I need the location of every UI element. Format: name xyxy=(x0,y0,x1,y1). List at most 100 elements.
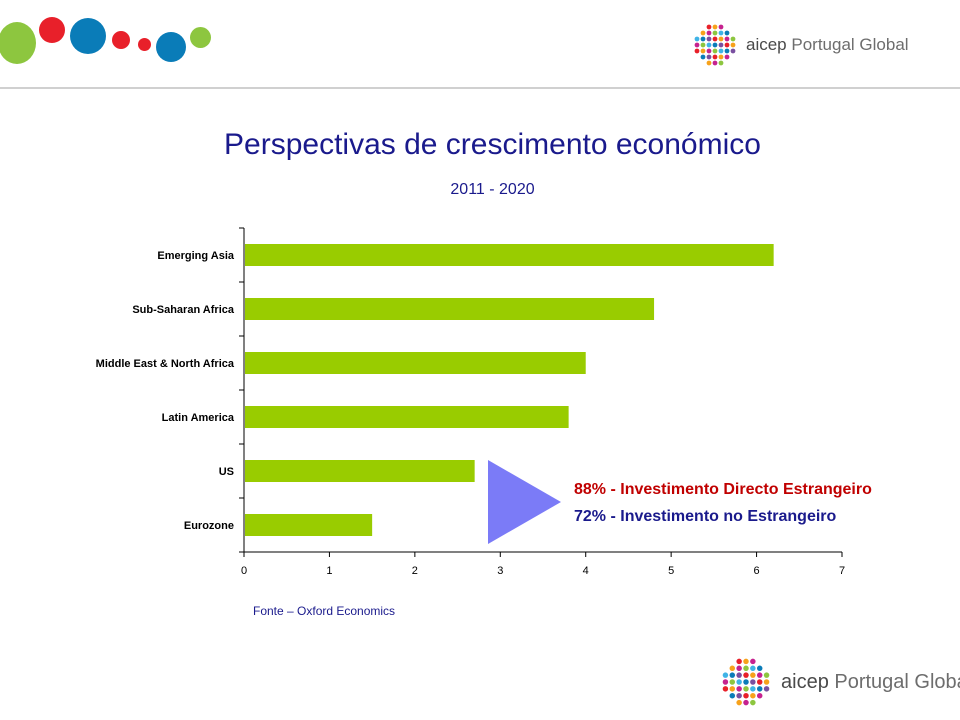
logo-name: Portugal Global xyxy=(834,670,960,693)
arrow-triangle-icon xyxy=(488,460,561,544)
logo-dot xyxy=(736,672,742,678)
logo-dot xyxy=(718,24,724,30)
category-label: Eurozone xyxy=(184,520,234,532)
bar xyxy=(245,352,586,374)
logo-text: aicep Portugal Global xyxy=(746,35,909,55)
bars xyxy=(245,244,774,536)
category-label: Latin America xyxy=(162,412,235,424)
bar xyxy=(245,514,373,536)
logo-mark-icon xyxy=(722,658,770,706)
logo-dot xyxy=(750,665,756,672)
category-label: Sub-Saharan Africa xyxy=(132,304,235,316)
logo-dot xyxy=(718,48,724,54)
logo-dot xyxy=(729,665,736,672)
logo-dot xyxy=(712,30,718,36)
logo-dot xyxy=(706,24,712,30)
bar xyxy=(245,406,569,428)
logo-dot xyxy=(722,679,729,685)
category-label: US xyxy=(219,466,234,478)
axes xyxy=(239,227,843,557)
logo-dot xyxy=(718,54,724,60)
logo-dot xyxy=(736,686,742,692)
decorative-dot xyxy=(39,17,65,43)
logo-dot xyxy=(706,60,712,66)
bar xyxy=(245,298,655,320)
logo-dot xyxy=(763,686,770,692)
logo-dot xyxy=(736,699,742,706)
decorative-dot xyxy=(112,31,130,49)
logo-prefix: aicep xyxy=(746,35,787,54)
logo-dot xyxy=(743,692,749,699)
category-label: Middle East & North Africa xyxy=(96,358,235,370)
logo-dot xyxy=(718,36,724,42)
decorative-dot xyxy=(70,18,106,54)
logo-dot xyxy=(750,692,756,699)
logo-dot xyxy=(730,42,736,48)
slide-subtitle: 2011 - 2020 xyxy=(450,181,535,198)
slide-title: Perspectivas de crescimento económico xyxy=(224,128,761,161)
logo-dot xyxy=(712,48,718,54)
decorative-dot xyxy=(190,27,211,48)
logo-dot xyxy=(712,42,718,48)
x-tick-label: 1 xyxy=(326,565,332,577)
logo-dot xyxy=(750,658,756,665)
logo-mark-icon xyxy=(694,24,736,66)
logo-dot xyxy=(736,679,742,685)
category-label: Emerging Asia xyxy=(157,250,234,262)
logo-dot xyxy=(694,42,700,48)
logo-dot xyxy=(706,48,712,54)
logo-dot xyxy=(736,658,742,665)
logo-dot xyxy=(694,36,700,42)
aicep-logo-bottom: aicep Portugal Global xyxy=(722,658,960,706)
header-divider xyxy=(0,87,960,89)
bar xyxy=(245,244,774,266)
logo-dot xyxy=(700,48,706,54)
logo-dot xyxy=(706,30,712,36)
logo-dot xyxy=(706,54,712,60)
x-tick-label: 6 xyxy=(754,565,760,577)
logo-dot xyxy=(722,686,729,692)
logo-dot xyxy=(712,54,718,60)
logo-dot xyxy=(743,686,749,692)
logo-dot xyxy=(743,679,749,685)
logo-dot xyxy=(743,658,749,665)
logo-dot xyxy=(729,686,736,692)
logo-dot xyxy=(718,30,724,36)
logo-dot xyxy=(750,699,756,706)
logo-dot xyxy=(756,686,763,692)
x-tick-label: 5 xyxy=(668,565,674,577)
logo-dot xyxy=(730,48,736,54)
logo-dot xyxy=(763,672,770,678)
logo-dot xyxy=(729,679,736,685)
logo-dot xyxy=(724,48,730,54)
logo-dot xyxy=(718,42,724,48)
logo-dot xyxy=(712,36,718,42)
decorative-dot xyxy=(138,38,151,51)
annotation-foreign-investment: 72% - Investimento no Estrangeiro xyxy=(574,508,837,525)
logo-dot xyxy=(700,36,706,42)
logo-dot xyxy=(700,30,706,36)
logo-dot xyxy=(706,36,712,42)
x-tick-label: 7 xyxy=(839,565,845,577)
labels: Emerging Asia Sub-Saharan Africa Middle Ea… xyxy=(96,250,845,577)
logo-dot xyxy=(694,48,700,54)
logo-dot xyxy=(724,54,730,60)
logo-dot xyxy=(724,36,730,42)
logo-dot xyxy=(756,679,763,685)
logo-dot xyxy=(724,42,730,48)
logo-dot xyxy=(736,665,742,672)
logo-dot xyxy=(750,679,756,685)
logo-dot xyxy=(706,42,712,48)
decorative-dot xyxy=(156,32,186,62)
x-tick-label: 0 xyxy=(241,565,247,577)
logo-dot xyxy=(743,665,749,672)
logo-name: Portugal Global xyxy=(791,35,909,54)
annotation-fdi: 88% - Investimento Directo Estrangeiro xyxy=(574,481,872,498)
logo-dot xyxy=(743,699,749,706)
aicep-logo-top: aicep Portugal Global xyxy=(694,24,909,66)
logo-dot xyxy=(743,672,749,678)
logo-dot xyxy=(763,679,770,685)
logo-dot xyxy=(722,672,729,678)
logo-dot xyxy=(729,692,736,699)
